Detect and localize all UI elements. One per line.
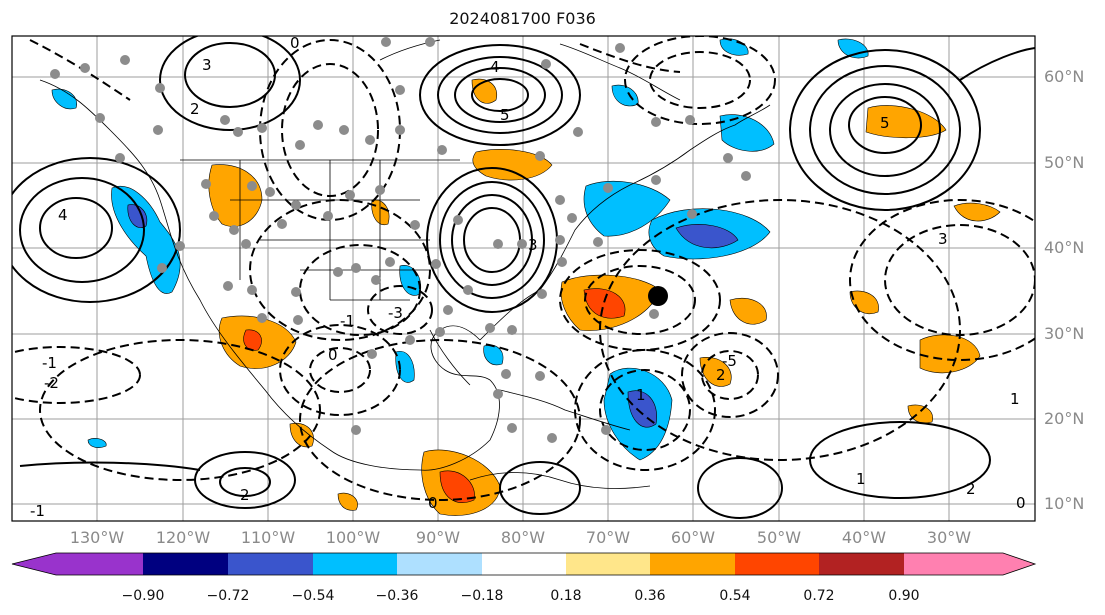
positive-contours xyxy=(12,36,1035,519)
lon-label: 100°W xyxy=(325,528,381,547)
positive-anomaly-area xyxy=(699,357,732,387)
lat-label: 60°N xyxy=(1044,67,1085,86)
lon-label: 40°W xyxy=(841,528,887,547)
contour-label: -5 xyxy=(722,352,737,370)
station-markers xyxy=(50,37,751,443)
colorbar-segment xyxy=(819,553,904,575)
contour-label: 4 xyxy=(490,58,500,76)
colorbar-tick-label: −0.18 xyxy=(460,588,504,604)
positive-anomaly-area xyxy=(907,404,933,424)
positive-anomaly-core xyxy=(439,470,475,503)
lat-label: 20°N xyxy=(1044,409,1085,428)
colorbar-tick-label: 0.90 xyxy=(888,588,920,604)
lon-label: 120°W xyxy=(155,528,211,547)
positive-anomaly-area xyxy=(953,202,1001,222)
lon-label: 30°W xyxy=(926,528,972,547)
colorbar-tick-label: −0.90 xyxy=(121,588,165,604)
positive-anomaly-area xyxy=(919,334,981,374)
contour-label: 2 xyxy=(716,366,726,384)
negative-anomaly-area xyxy=(719,114,775,152)
graticule xyxy=(12,36,1035,521)
colorbar-outline xyxy=(11,552,1037,576)
colorbar-tick-label: 0.18 xyxy=(550,588,582,604)
contour-label: 2 xyxy=(966,480,976,498)
lon-label: 80°W xyxy=(500,528,546,547)
positive-anomaly-area xyxy=(729,298,767,325)
contour-label: 2 xyxy=(240,486,250,504)
colorbar-segments xyxy=(12,553,1035,575)
lat-label: 30°N xyxy=(1044,324,1085,343)
negative-anomaly-area xyxy=(87,438,107,448)
tropical-system-marker xyxy=(648,286,668,306)
colorbar-segment xyxy=(735,553,819,575)
contour-label: 4 xyxy=(58,206,68,224)
contour-label: 1 xyxy=(1010,390,1020,408)
colorbar-segment xyxy=(904,553,1035,575)
contour-label: -3 xyxy=(388,304,403,322)
positive-anomaly-area xyxy=(472,149,553,181)
lon-label: 130°W xyxy=(69,528,125,547)
colorbar-tick-label: −0.54 xyxy=(291,588,335,604)
map-panel: 5 5 4 4 3 3 3 2 2 2 2 1 1 1 0 0 0 0 -1 -… xyxy=(11,34,1036,522)
contour-label: 0 xyxy=(328,346,338,364)
colorbar-segment xyxy=(482,553,566,575)
colorbar-tick-label: 0.36 xyxy=(634,588,666,604)
lat-label: 10°N xyxy=(1044,494,1085,513)
contour-label: -1 xyxy=(340,312,355,330)
colorbar xyxy=(11,552,1037,576)
lat-label: 40°N xyxy=(1044,238,1085,257)
positive-anomaly-core xyxy=(243,329,262,351)
lon-label: 50°W xyxy=(756,528,802,547)
colorbar-tick-label: −0.36 xyxy=(375,588,419,604)
contour-label: 0 xyxy=(290,34,300,52)
map-title: 2024081700 F036 xyxy=(449,9,596,28)
colorbar-tick-label: 0.54 xyxy=(719,588,751,604)
colorbar-tick-label: 0.72 xyxy=(803,588,835,604)
contour-label: 3 xyxy=(528,236,538,254)
contour-label: 0 xyxy=(1016,494,1026,512)
colorbar-tick-label: −0.72 xyxy=(206,588,250,604)
colorbar-segment xyxy=(228,553,313,575)
contour-label: -1 xyxy=(30,502,45,520)
contour-label: 1 xyxy=(856,470,866,488)
contour-label: 3 xyxy=(938,230,948,248)
contour-labels: 5 5 4 4 3 3 3 2 2 2 2 1 1 1 0 0 0 0 -1 -… xyxy=(30,34,1026,520)
negative-anomaly-area xyxy=(51,88,77,110)
colorbar-segment xyxy=(313,553,397,575)
contour-label: 0 xyxy=(428,494,438,512)
shaded-anomalies xyxy=(51,38,1001,516)
colorbar-segment xyxy=(143,553,228,575)
negative-anomaly-core xyxy=(675,224,739,249)
lat-label: 50°N xyxy=(1044,153,1085,172)
lon-label: 90°W xyxy=(415,528,461,547)
contour-label: -2 xyxy=(44,374,59,392)
contour-label: -1 xyxy=(42,354,57,372)
negative-anomaly-area xyxy=(583,180,671,237)
colorbar-segment xyxy=(566,553,650,575)
lon-label: 110°W xyxy=(240,528,296,547)
contour-label: 5 xyxy=(880,114,890,132)
negative-anomaly-core xyxy=(627,390,657,428)
colorbar-segment xyxy=(12,553,143,575)
positive-anomaly-core xyxy=(583,288,626,319)
lon-label: 60°W xyxy=(670,528,716,547)
lon-label: 70°W xyxy=(585,528,631,547)
positive-anomaly-area xyxy=(865,105,947,139)
negative-contours xyxy=(12,36,1035,501)
coastlines xyxy=(39,39,771,489)
colorbar-segment xyxy=(397,553,482,575)
contour-label: 1 xyxy=(636,386,646,404)
contour-label: 5 xyxy=(500,106,510,124)
positive-anomaly-area xyxy=(337,492,358,511)
contour-label: 2 xyxy=(190,100,200,118)
contour-label: 3 xyxy=(202,56,212,74)
positive-anomaly-area xyxy=(208,164,263,227)
colorbar-segment xyxy=(650,553,735,575)
map-frame xyxy=(11,35,1036,522)
